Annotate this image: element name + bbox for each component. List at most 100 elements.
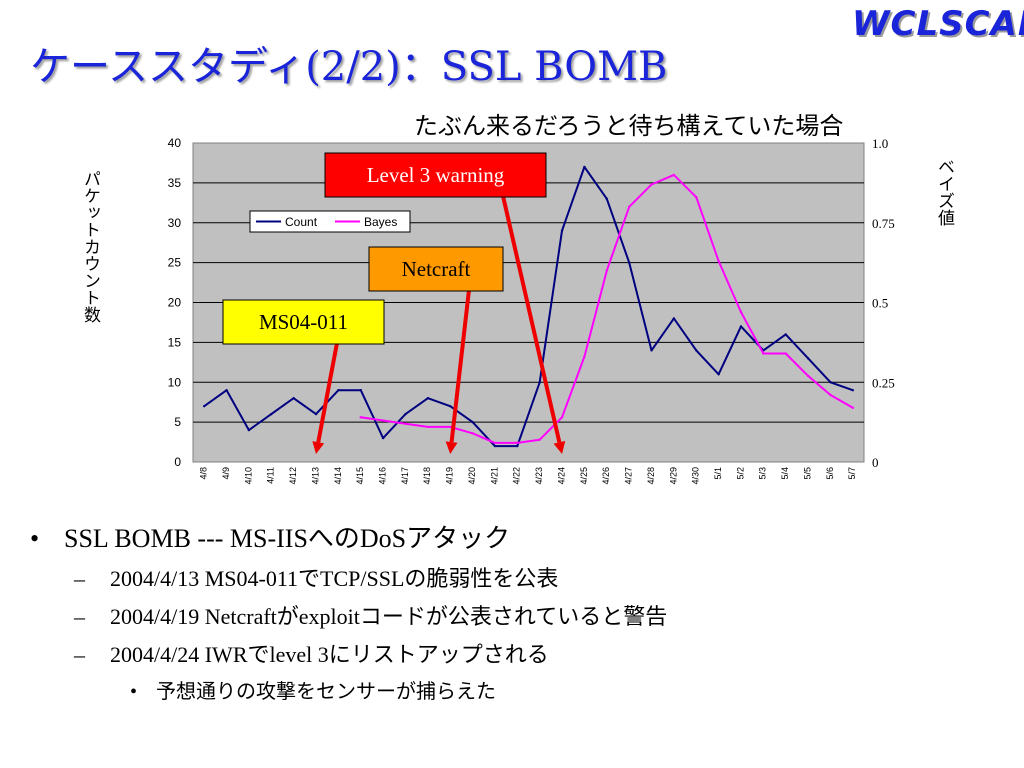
data-point-count	[381, 436, 385, 440]
x-tick-label: 4/28	[646, 467, 656, 485]
data-point-bayes	[717, 259, 720, 263]
x-tick-label: 4/11	[266, 467, 276, 484]
data-point-bayes	[516, 441, 519, 445]
x-tick-label: 4/21	[489, 467, 499, 485]
data-point-count	[560, 229, 564, 232]
data-point-bayes	[583, 355, 586, 358]
x-tick-label: 5/5	[802, 467, 812, 480]
bullet-main-text: SSL BOMB --- MS-IISへのDoSアタック	[64, 524, 511, 553]
data-point-bayes	[381, 419, 385, 422]
annotation-arrow-shaft	[449, 289, 471, 443]
data-point-count	[247, 428, 251, 432]
data-point-count	[695, 349, 698, 352]
bullet-list: • SSL BOMB --- MS-IISへのDoSアタック –2004/4/13…	[30, 518, 667, 704]
data-point-bayes	[560, 416, 564, 419]
x-tick-label: 4/17	[400, 467, 410, 485]
data-point-bayes	[695, 196, 698, 199]
x-tick-label: 5/3	[758, 467, 768, 480]
data-point-count	[806, 357, 810, 360]
data-point-count	[672, 317, 676, 320]
data-point-count	[449, 404, 452, 408]
annotation-label: MS04-011	[259, 310, 348, 334]
data-point-count	[225, 389, 228, 392]
data-point-count	[538, 381, 541, 384]
x-tick-label: 5/4	[780, 467, 790, 480]
bullet-sub-3-text: 2004/4/24 IWRでlevel 3にリストアップされる	[110, 642, 549, 667]
data-point-bayes	[426, 425, 430, 429]
data-point-count	[270, 412, 273, 416]
data-point-bayes	[672, 173, 676, 177]
y-tick-label: 0	[174, 455, 181, 469]
data-point-count	[829, 381, 832, 384]
y2-tick-label: 1.0	[872, 136, 888, 151]
data-point-count	[516, 444, 519, 448]
data-point-bayes	[605, 269, 608, 272]
data-point-count	[627, 261, 631, 264]
annotation-label: Netcraft	[402, 257, 471, 281]
annotation-box-yellow	[222, 299, 385, 345]
bullet-sub-3: –2004/4/24 IWRでlevel 3にリストアップされる	[74, 637, 667, 669]
y-tick-label: 5	[174, 415, 181, 429]
y2-tick-label: 0.75	[872, 216, 895, 231]
chart-subtitle: たぶん来るだろうと待ち構えていた場合	[414, 112, 844, 140]
data-point-count	[650, 349, 653, 352]
bullet-sub-1: –2004/4/13 MS04-011でTCP/SSLの脆弱性を公表	[74, 561, 667, 593]
y2-tick-label: 0	[872, 455, 879, 470]
x-tick-label: 4/29	[668, 467, 678, 485]
x-tick-label: 4/22	[512, 467, 522, 485]
data-point-bayes	[650, 183, 653, 186]
data-point-count	[426, 397, 430, 400]
x-tick-label: 4/10	[243, 467, 253, 485]
x-tick-label: 5/6	[825, 467, 835, 480]
data-point-bayes	[359, 416, 362, 419]
y-tick-label: 15	[168, 335, 182, 349]
data-point-bayes	[829, 393, 832, 397]
x-tick-label: 4/14	[333, 467, 343, 485]
legend-label-count: Count	[285, 215, 318, 229]
bullet-sub-2-text: 2004/4/19 Netcraftがexploitコードが公表されていると警告	[110, 604, 668, 629]
data-point-count	[471, 420, 474, 424]
bullet-dash: –	[74, 604, 85, 629]
x-tick-label: 5/7	[847, 467, 857, 480]
data-point-count	[605, 197, 608, 201]
x-tick-label: 4/20	[467, 467, 477, 485]
data-point-bayes	[449, 425, 452, 429]
data-point-count	[739, 325, 743, 328]
data-point-bayes	[784, 352, 787, 355]
x-tick-label: 4/19	[445, 467, 455, 485]
x-tick-label: 4/25	[579, 467, 589, 485]
y-tick-label: 30	[168, 216, 182, 230]
bullet-subsub: • 予想通りの攻撃をセンサーが捕らえた	[130, 675, 667, 704]
data-point-count	[404, 412, 407, 416]
data-point-count	[851, 389, 855, 392]
bullet-subsub-text: 予想通りの攻撃をセンサーが捕らえた	[156, 681, 496, 703]
y2-tick-label: 0.25	[872, 375, 895, 390]
x-tick-label: 4/9	[221, 467, 231, 480]
annotation-box-red	[324, 152, 547, 198]
data-point-count	[337, 389, 340, 392]
data-point-bayes	[493, 441, 497, 445]
x-tick-label: 5/2	[735, 467, 745, 480]
x-tick-label: 4/16	[377, 467, 387, 485]
annotation-arrow-head	[553, 440, 566, 454]
bullet-dot: •	[130, 681, 138, 703]
y2-tick-label: 0.5	[872, 296, 888, 311]
data-point-bayes	[538, 438, 541, 441]
annotation-label: Level 3 warning	[367, 163, 505, 187]
y-tick-label: 10	[168, 375, 182, 389]
x-tick-label: 4/12	[288, 467, 298, 485]
annotation-arrow-head	[312, 441, 325, 454]
slide-title: ケーススタディ(2/2)：SSL BOMB	[30, 44, 668, 90]
series-line-count	[203, 165, 854, 448]
data-point-count	[493, 444, 497, 448]
data-point-count	[717, 373, 720, 376]
data-point-bayes	[806, 374, 810, 378]
data-point-bayes	[762, 352, 765, 355]
x-tick-label: 4/18	[422, 467, 432, 485]
annotation-arrow-shaft	[501, 195, 562, 443]
y-axis-title: パケットカウント数	[80, 170, 101, 323]
bullet-main: • SSL BOMB --- MS-IISへのDoSアタック	[30, 518, 667, 555]
x-tick-label: 4/13	[310, 467, 320, 485]
bullet-dash: –	[74, 642, 85, 667]
x-tick-label: 4/26	[601, 467, 611, 485]
